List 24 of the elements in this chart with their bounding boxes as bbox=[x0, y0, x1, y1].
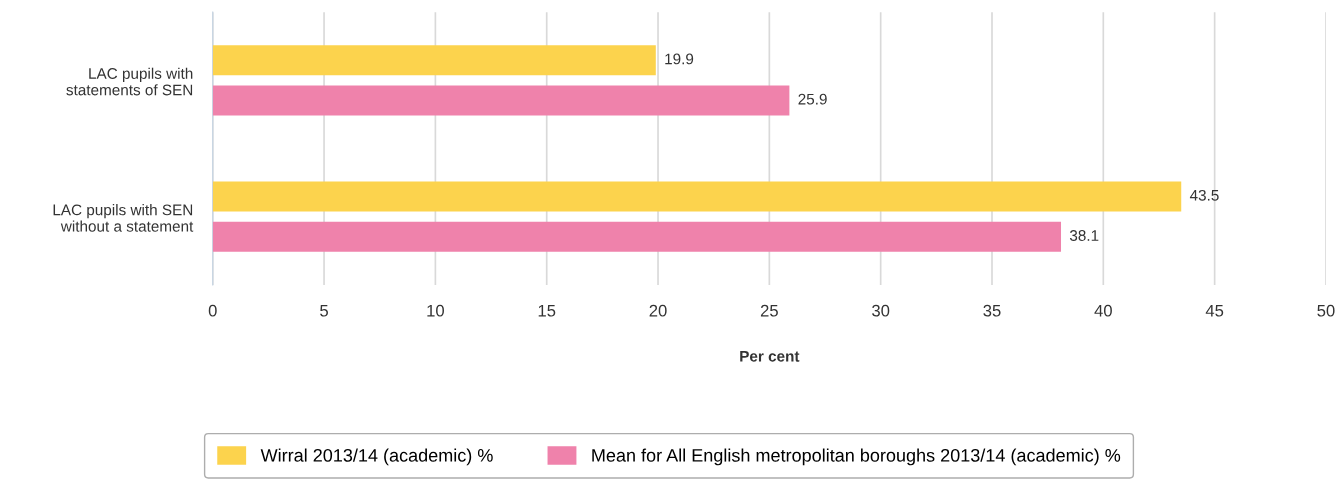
legend-label: Mean for All English metropolitan boroughs 2013/14 (academic) % bbox=[592, 448, 1121, 466]
legend-label: Wirral 2013/14 (academic) % bbox=[260, 448, 493, 466]
x-tick-label: 20 bbox=[649, 304, 667, 317]
x-tick-label: 5 bbox=[320, 304, 328, 317]
x-tick-label: 0 bbox=[208, 304, 217, 317]
x-tick-label: 30 bbox=[872, 304, 890, 317]
x-tick-label: 50 bbox=[1317, 304, 1335, 317]
data-label: 19.9 bbox=[665, 53, 694, 65]
y-tick-label: LAC pupils with SEN without a statement bbox=[53, 204, 194, 232]
x-tick-label: 40 bbox=[1094, 304, 1112, 317]
x-tick-label: 10 bbox=[427, 304, 444, 317]
bar bbox=[212, 45, 656, 76]
bar bbox=[212, 85, 790, 116]
x-tick-label: 25 bbox=[760, 304, 778, 317]
bar bbox=[212, 181, 1182, 212]
x-axis-title: Per cent bbox=[740, 350, 800, 362]
data-label: 25.9 bbox=[798, 93, 827, 105]
y-tick-label: LAC pupils with statements of SEN bbox=[66, 67, 193, 96]
x-tick-label: 45 bbox=[1205, 304, 1224, 317]
x-tick-label: 15 bbox=[538, 304, 556, 317]
data-label: 38.1 bbox=[1069, 230, 1099, 241]
x-tick-label: 35 bbox=[983, 304, 1001, 317]
bar bbox=[212, 221, 1062, 252]
data-label: 43.5 bbox=[1189, 189, 1219, 201]
